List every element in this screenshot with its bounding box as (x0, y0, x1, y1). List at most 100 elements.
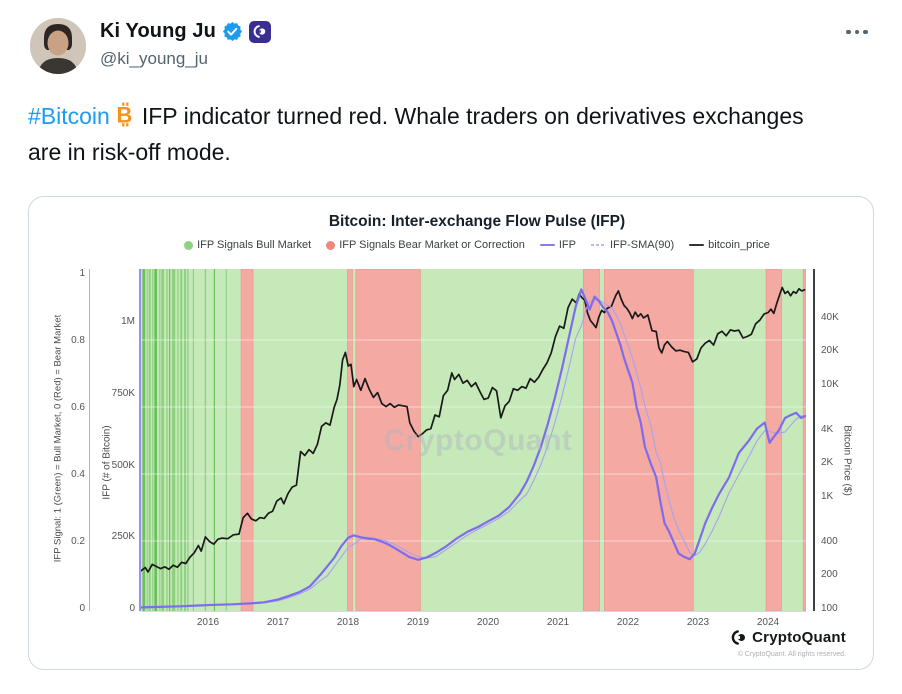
price-tick-label: 4K (821, 424, 834, 435)
ifp-axis-spine (139, 269, 141, 611)
signal-flicker-stripe (187, 269, 189, 611)
x-tick-label: 2023 (686, 617, 710, 628)
bear-signal-band (582, 269, 600, 611)
bear-signal-band (240, 269, 254, 611)
signal-axis-title: IFP Signal: 1 (Green) = Bull Market, 0 (… (52, 314, 64, 563)
signal-flicker-stripe (159, 269, 161, 611)
ifp-sma-line (141, 298, 806, 608)
display-name[interactable]: Ki Young Ju (100, 20, 216, 42)
signal-flicker-stripe (169, 269, 171, 611)
price-axis-spine (813, 269, 815, 611)
x-axis-line (141, 611, 806, 612)
legend-item: IFP Signals Bear Market or Correction (326, 239, 525, 251)
verified-badge-icon[interactable] (222, 21, 243, 42)
x-tick-label: 2020 (476, 617, 500, 628)
ifp-chart-plot (141, 269, 806, 611)
price-tick-label: 400 (821, 536, 838, 547)
author-row: Ki Young Ju (100, 20, 271, 43)
chart-legend: IFP Signals Bull Market IFP Signals Bear … (141, 239, 813, 251)
avatar[interactable] (30, 18, 86, 74)
legend-swatch-dash (590, 244, 606, 246)
bear-signal-band (802, 269, 806, 611)
legend-item: IFP Signals Bull Market (184, 239, 311, 251)
avatar-photo (30, 18, 86, 74)
svg-text:B: B (116, 103, 132, 128)
tweet-media-chart-card[interactable]: Bitcoin: Inter-exchange Flow Pulse (IFP)… (28, 196, 874, 670)
tweet-body: IFP indicator turned red. Whale traders … (28, 103, 804, 165)
bitcoin-price-line (141, 286, 806, 573)
signal-flicker-stripe (166, 269, 168, 611)
dot-icon (854, 29, 860, 35)
ifp-line (141, 288, 806, 609)
ifp-tick-label: 1M (121, 316, 135, 327)
signal-flicker-stripe (180, 269, 183, 611)
legend-swatch-dot (326, 240, 336, 250)
x-tick-label: 2021 (546, 617, 570, 628)
ifp-tick-label: 500K (111, 460, 135, 471)
ifp-tick-label: 750K (111, 388, 135, 399)
legend-item: IFP-SMA(90) (590, 239, 675, 251)
cryptoquant-logo-icon (253, 25, 266, 38)
signal-flicker-stripe (148, 269, 151, 611)
price-tick-label: 40K (821, 312, 839, 323)
signal-flicker-stripe (152, 269, 154, 611)
signal-flicker-stripe (154, 269, 158, 611)
chart-copyright: © CryptoQuant. All rights reserved. (737, 651, 846, 658)
hashtag-link[interactable]: #Bitcoin (28, 103, 110, 129)
signal-tick-label: 1 (79, 268, 85, 279)
signal-flicker-stripe (225, 269, 227, 611)
user-handle[interactable]: @ki_young_ju (100, 49, 208, 68)
signal-flicker-stripe (184, 269, 186, 611)
x-tick-label: 2016 (196, 617, 220, 628)
bear-signal-band (355, 269, 421, 611)
signal-flicker-stripe (204, 269, 207, 611)
signal-axis-spine (89, 269, 90, 611)
signal-tick-label: 0 (79, 603, 85, 614)
legend-label: IFP-SMA(90) (609, 239, 675, 251)
ifp-tick-label: 0 (129, 603, 135, 614)
ifp-tick-label: 250K (111, 531, 135, 542)
x-tick-label: 2022 (616, 617, 640, 628)
signal-flicker-stripe (213, 269, 215, 611)
x-tick-label: 2019 (406, 617, 430, 628)
price-tick-label: 2K (821, 457, 834, 468)
signal-tick-label: 0.6 (71, 402, 85, 413)
bear-signal-band (347, 269, 353, 611)
chart-brand-row: CryptoQuant (29, 629, 846, 646)
signal-flicker-stripe (177, 269, 179, 611)
price-tick-label: 10K (821, 379, 839, 390)
legend-item: IFP (539, 239, 576, 251)
dot-icon (846, 29, 851, 35)
signal-tick-label: 0.4 (71, 469, 85, 480)
x-tick-label: 2024 (756, 617, 780, 628)
legend-swatch-dot (184, 240, 194, 250)
price-tick-label: 1K (821, 491, 834, 502)
bitcoin-sign-icon: B (114, 102, 136, 136)
legend-label: IFP Signals Bear Market or Correction (339, 239, 525, 251)
more-menu-button[interactable] (840, 22, 874, 42)
dot-icon (863, 29, 868, 35)
signal-flicker-stripe (171, 269, 176, 611)
signal-flicker-stripe (146, 269, 148, 611)
cryptoquant-footer-logo-icon (731, 630, 746, 645)
legend-swatch-line (689, 243, 705, 247)
price-tick-label: 200 (821, 569, 838, 580)
legend-swatch-line (539, 243, 555, 247)
signal-tick-label: 0.2 (71, 536, 85, 547)
cryptoquant-affiliate-badge[interactable] (248, 20, 271, 43)
legend-label: IFP (558, 239, 576, 251)
signal-tick-label: 0.8 (71, 335, 85, 346)
price-tick-label: 20K (821, 345, 839, 356)
tweet-text: #Bitcoin B IFP indicator turned red. Wha… (28, 100, 840, 169)
x-tick-label: 2018 (336, 617, 360, 628)
bear-signal-band (765, 269, 782, 611)
signal-flicker-stripe (142, 269, 146, 611)
legend-item: bitcoin_price (689, 239, 770, 251)
chart-title: Bitcoin: Inter-exchange Flow Pulse (IFP) (328, 213, 626, 230)
legend-label: IFP Signals Bull Market (197, 239, 312, 251)
chart-brand-name: CryptoQuant (752, 629, 846, 646)
price-tick-label: 100 (821, 603, 838, 614)
x-tick-label: 2017 (266, 617, 290, 628)
signal-flicker-stripe (192, 269, 194, 611)
signal-flicker-stripe (161, 269, 165, 611)
